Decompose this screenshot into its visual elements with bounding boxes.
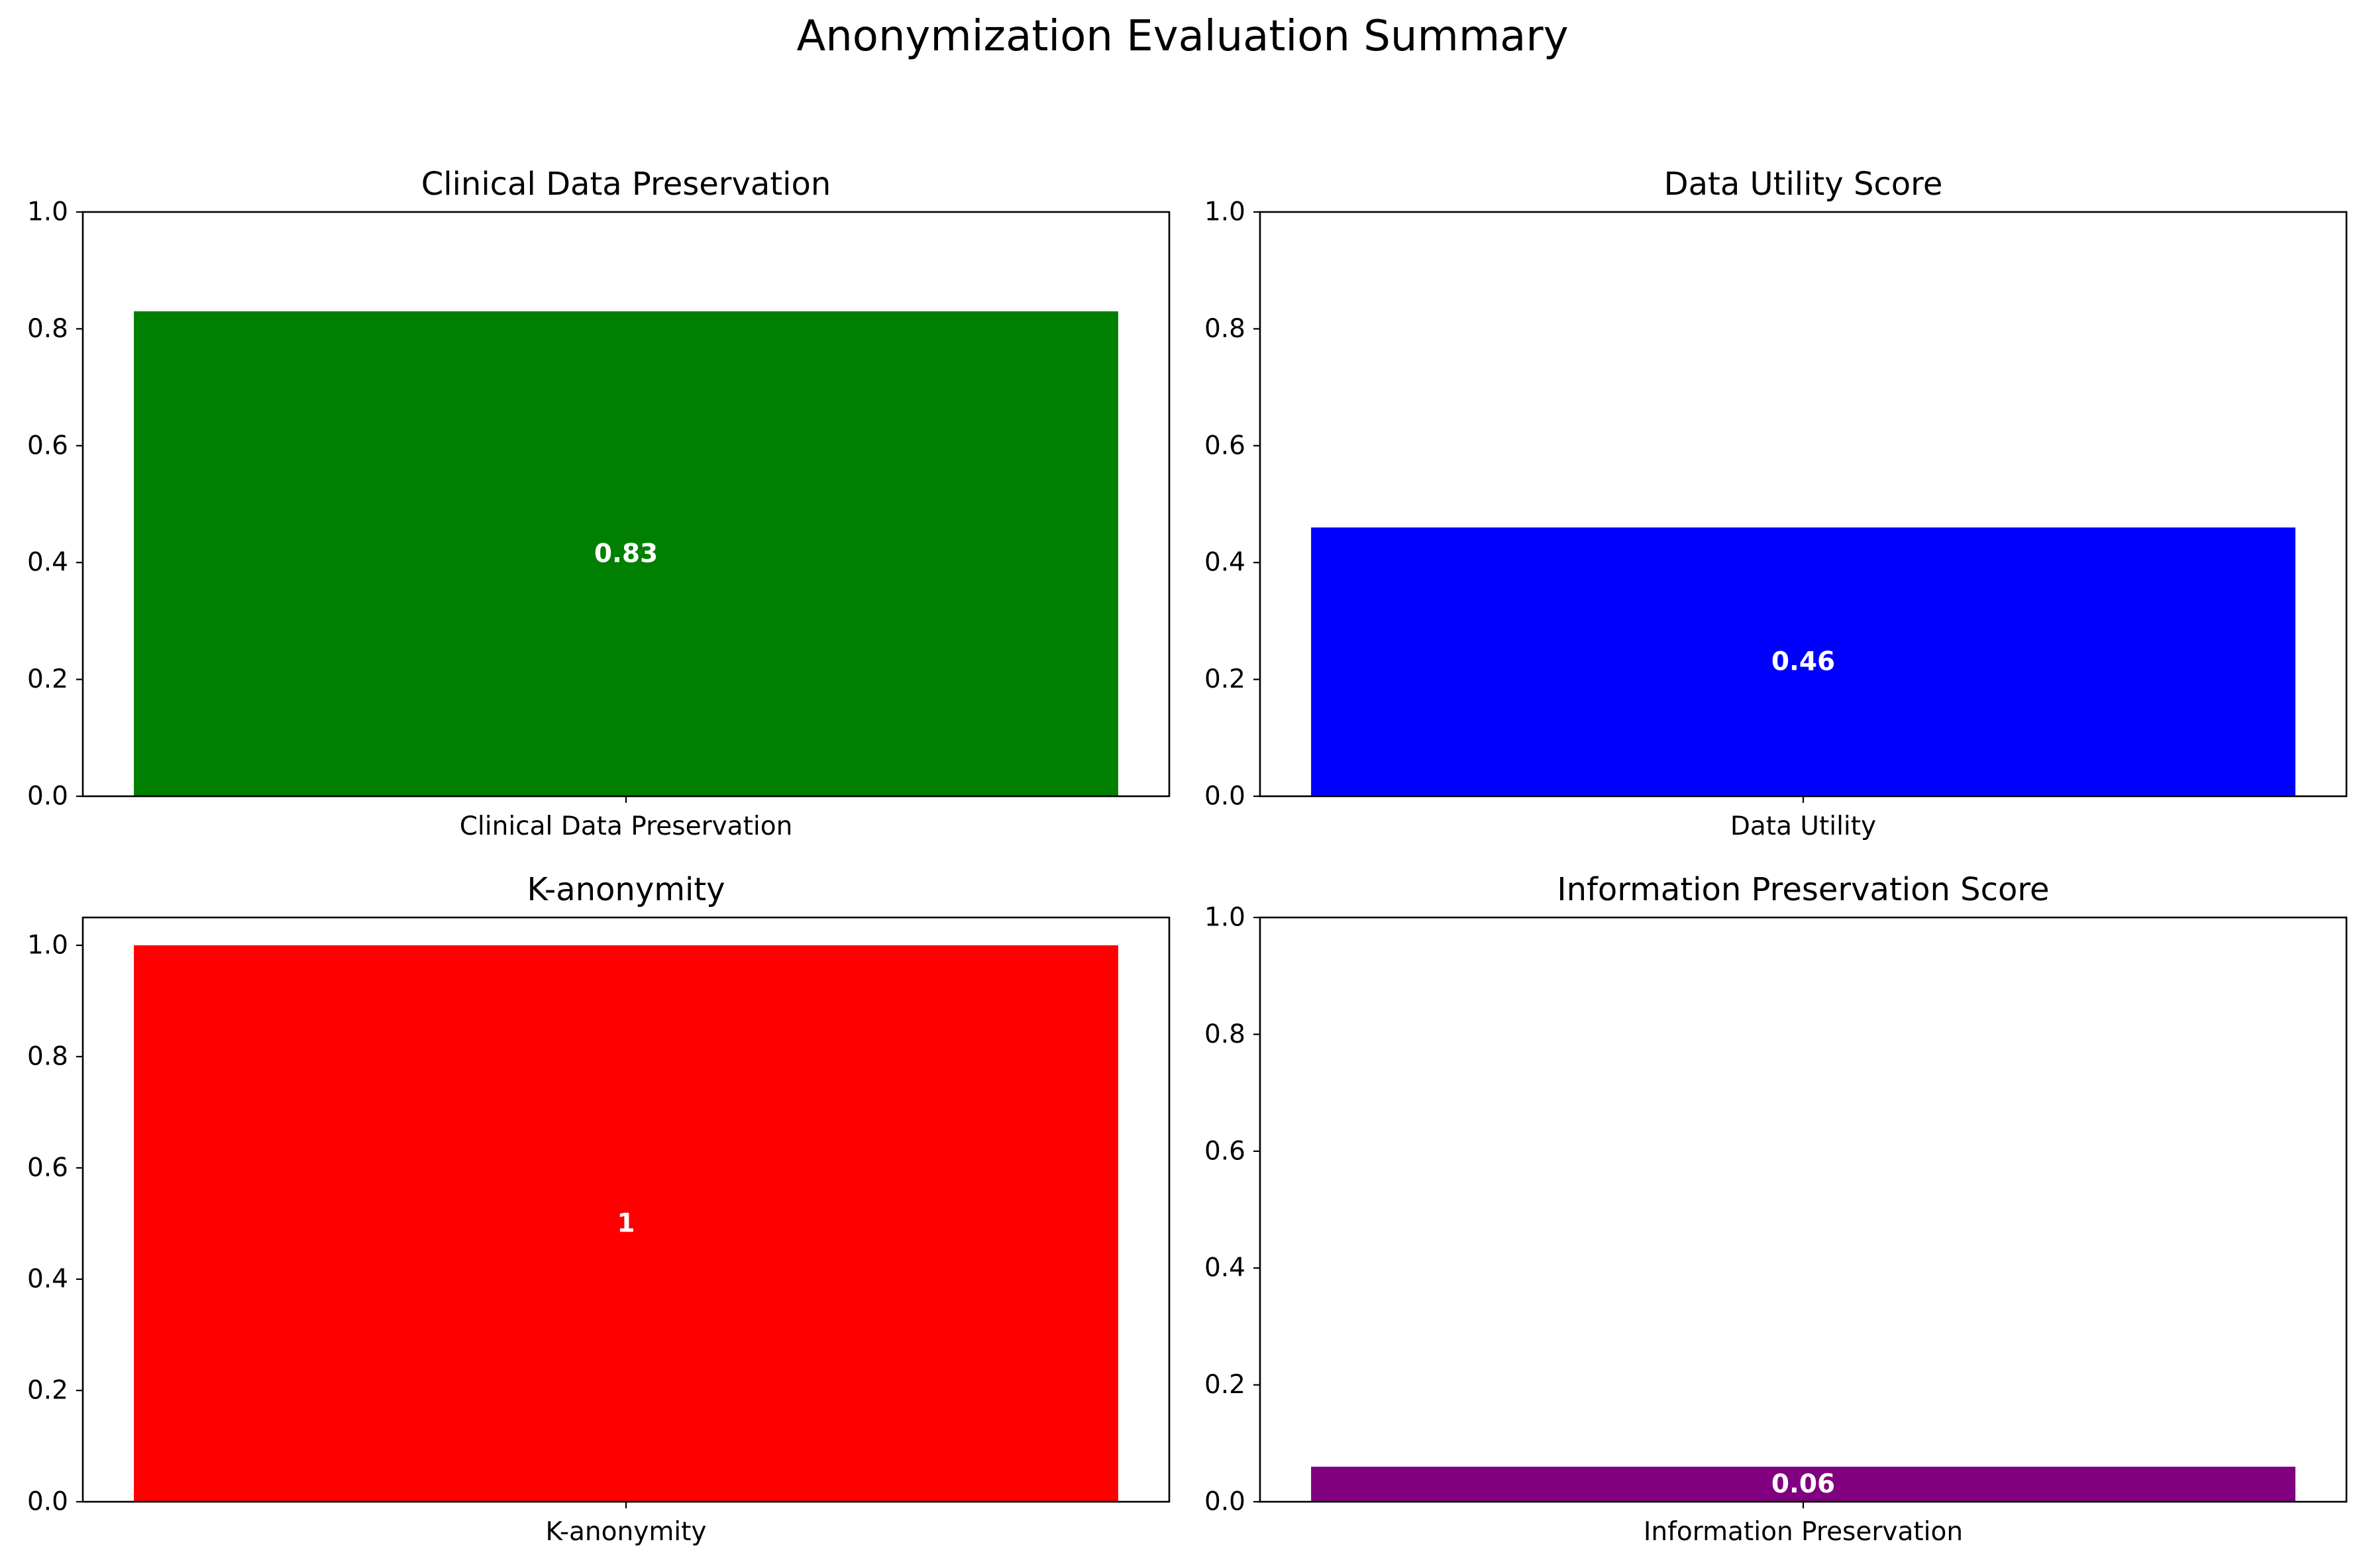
y-tick-label-1-3: 0.4 — [27, 548, 68, 578]
y-tick-label-2-3: 0.4 — [1204, 548, 1245, 578]
bar-value-label-2: 0.46 — [1771, 647, 1835, 677]
y-tick-label-3-3: 0.4 — [27, 1265, 68, 1294]
bar-1-1 — [134, 311, 1118, 796]
bar-value-label-3: 1 — [617, 1209, 635, 1239]
y-tick-label-4-3: 0.4 — [1204, 1253, 1245, 1283]
y-tick-label-2-1: 0.0 — [1204, 782, 1245, 811]
y-tick-label-4-5: 0.8 — [1204, 1019, 1245, 1049]
y-tick-label-3-4: 0.6 — [27, 1153, 68, 1183]
y-tick-label-3-6: 1.0 — [27, 931, 68, 961]
bar-4-1 — [1311, 1467, 2295, 1502]
axes-frame-4 — [1259, 916, 2348, 1503]
y-tick-label-4-4: 0.6 — [1204, 1136, 1245, 1166]
axes-frame-2 — [1259, 211, 2348, 798]
bar-value-label-4: 0.06 — [1771, 1469, 1835, 1499]
y-tick-label-4-1: 0.0 — [1204, 1487, 1245, 1517]
y-tick-label-3-2: 0.2 — [27, 1376, 68, 1406]
y-tick-label-2-5: 0.8 — [1204, 314, 1245, 344]
subplot-4: 0.06 Information Preservation 0.0 0.2 0.4 0.6… — [1204, 871, 2348, 1547]
y-tick-label-1-2: 0.2 — [27, 664, 68, 694]
figure-title: Anonymization Evaluation Summary — [796, 12, 1568, 61]
subplot-2: 0.46 Data Utility 0.0 0.2 0.4 0.6 0.8 1.0 Data U… — [1204, 166, 2348, 841]
y-tick-label-4-2: 0.2 — [1204, 1370, 1245, 1400]
y-tick-label-3-1: 0.0 — [27, 1487, 68, 1517]
y-tick-label-2-2: 0.2 — [1204, 664, 1245, 694]
subplot-title-2: Data Utility Score — [1664, 166, 1943, 203]
y-tick-label-1-5: 0.8 — [27, 314, 68, 344]
y-tick-label-1-6: 1.0 — [27, 197, 68, 227]
y-tick-label-2-6: 1.0 — [1204, 197, 1245, 227]
y-tick-label-4-6: 1.0 — [1204, 903, 1245, 933]
axes-frame-1 — [81, 211, 1171, 798]
y-tick-label-3-5: 0.8 — [27, 1042, 68, 1072]
y-tick-label-2-4: 0.6 — [1204, 431, 1245, 460]
bar-3-1 — [134, 945, 1118, 1502]
x-tick-label-1: Clinical Data Preservation — [460, 811, 793, 841]
subplot-title-3: K-anonymity — [527, 871, 725, 908]
subplot-3: 1 K-anonymity 0.0 0.2 0.4 0.6 0.8 1.0 K-anonymit… — [27, 871, 1171, 1547]
subplot-title-1: Clinical Data Preservation — [421, 166, 831, 203]
x-tick-label-3: K-anonymity — [545, 1517, 706, 1547]
y-tick-label-1-4: 0.6 — [27, 431, 68, 460]
x-tick-label-4: Information Preservation — [1644, 1517, 1963, 1547]
bar-value-label-1: 0.83 — [594, 539, 658, 568]
subplot-1: 0.83 Clinical Data Preservation 0.0 0.2 0.4 0… — [27, 166, 1171, 841]
axes-frame-3 — [81, 916, 1171, 1503]
subplot-title-4: Information Preservation Score — [1557, 871, 2049, 908]
y-tick-label-1-1: 0.0 — [27, 782, 68, 811]
x-tick-label-2: Data Utility — [1730, 811, 1876, 841]
bar-2-1 — [1311, 527, 2295, 796]
